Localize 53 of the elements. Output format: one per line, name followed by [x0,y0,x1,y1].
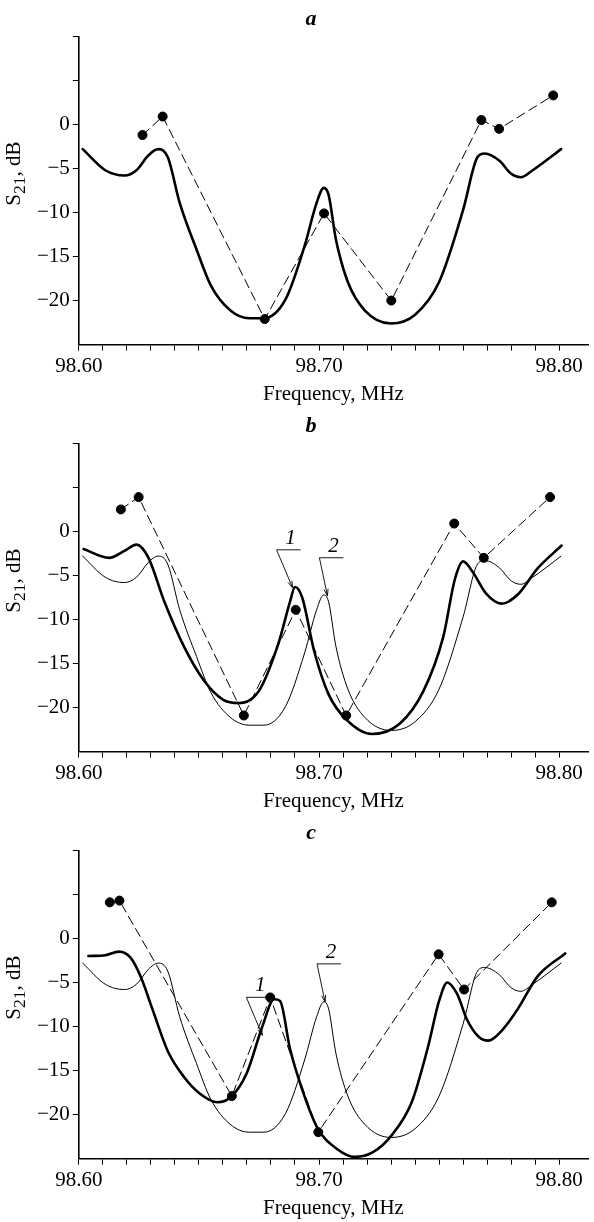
x-tick-label: 98.80 [535,1166,583,1191]
y-tick-label: −5 [47,969,70,993]
x-tick-label: 98.80 [535,352,583,377]
point [433,949,444,960]
chart-title: a [305,4,317,30]
annotation: 1 [284,524,297,549]
x-tick-label: 98.60 [55,759,103,784]
point [133,492,144,503]
point [319,208,330,219]
point [476,115,487,126]
point [137,130,148,141]
x-axis-title: Frequency, MHz [262,1194,404,1219]
x-tick-label: 98.70 [295,759,343,784]
x-tick-label: 98.60 [55,352,103,377]
annotation: 1 [254,972,267,997]
y-tick-label: −20 [37,1101,70,1126]
y-tick-label: −20 [37,287,70,312]
annotation: 2 [327,532,340,557]
y-tick-label: 0 [59,110,70,135]
point [545,492,556,503]
y-tick-label: −10 [37,199,70,224]
point [157,111,168,122]
x-tick-label: 98.60 [55,1166,103,1191]
x-tick-label: 98.70 [295,1166,343,1191]
chart-title: c [306,818,317,844]
annotation: 2 [324,938,338,963]
y-tick-label: −5 [47,155,70,179]
point [290,604,301,615]
point [449,518,460,529]
x-tick-label: 98.80 [535,759,583,784]
y-tick-label: −10 [37,1013,70,1038]
point [238,710,249,721]
y-tick-label: 0 [59,517,70,542]
y-tick-label: −15 [37,1057,70,1082]
point [459,984,470,995]
x-axis-title: Frequency, MHz [262,380,404,405]
point [115,504,126,515]
x-axis-title: Frequency, MHz [262,787,404,812]
chart-title: b [305,411,317,437]
point [494,123,505,134]
y-tick-label: −10 [37,606,70,631]
y-tick-label: −20 [37,694,70,719]
y-tick-label: −5 [47,562,70,586]
point [386,295,397,306]
y-tick-label: −15 [37,243,70,268]
point [104,897,115,908]
x-tick-label: 98.70 [295,352,343,377]
point [548,90,559,101]
point [478,552,489,563]
y-tick-label: −15 [37,650,70,675]
y-tick-label: 0 [59,924,70,949]
point [546,897,557,908]
point [114,895,125,906]
